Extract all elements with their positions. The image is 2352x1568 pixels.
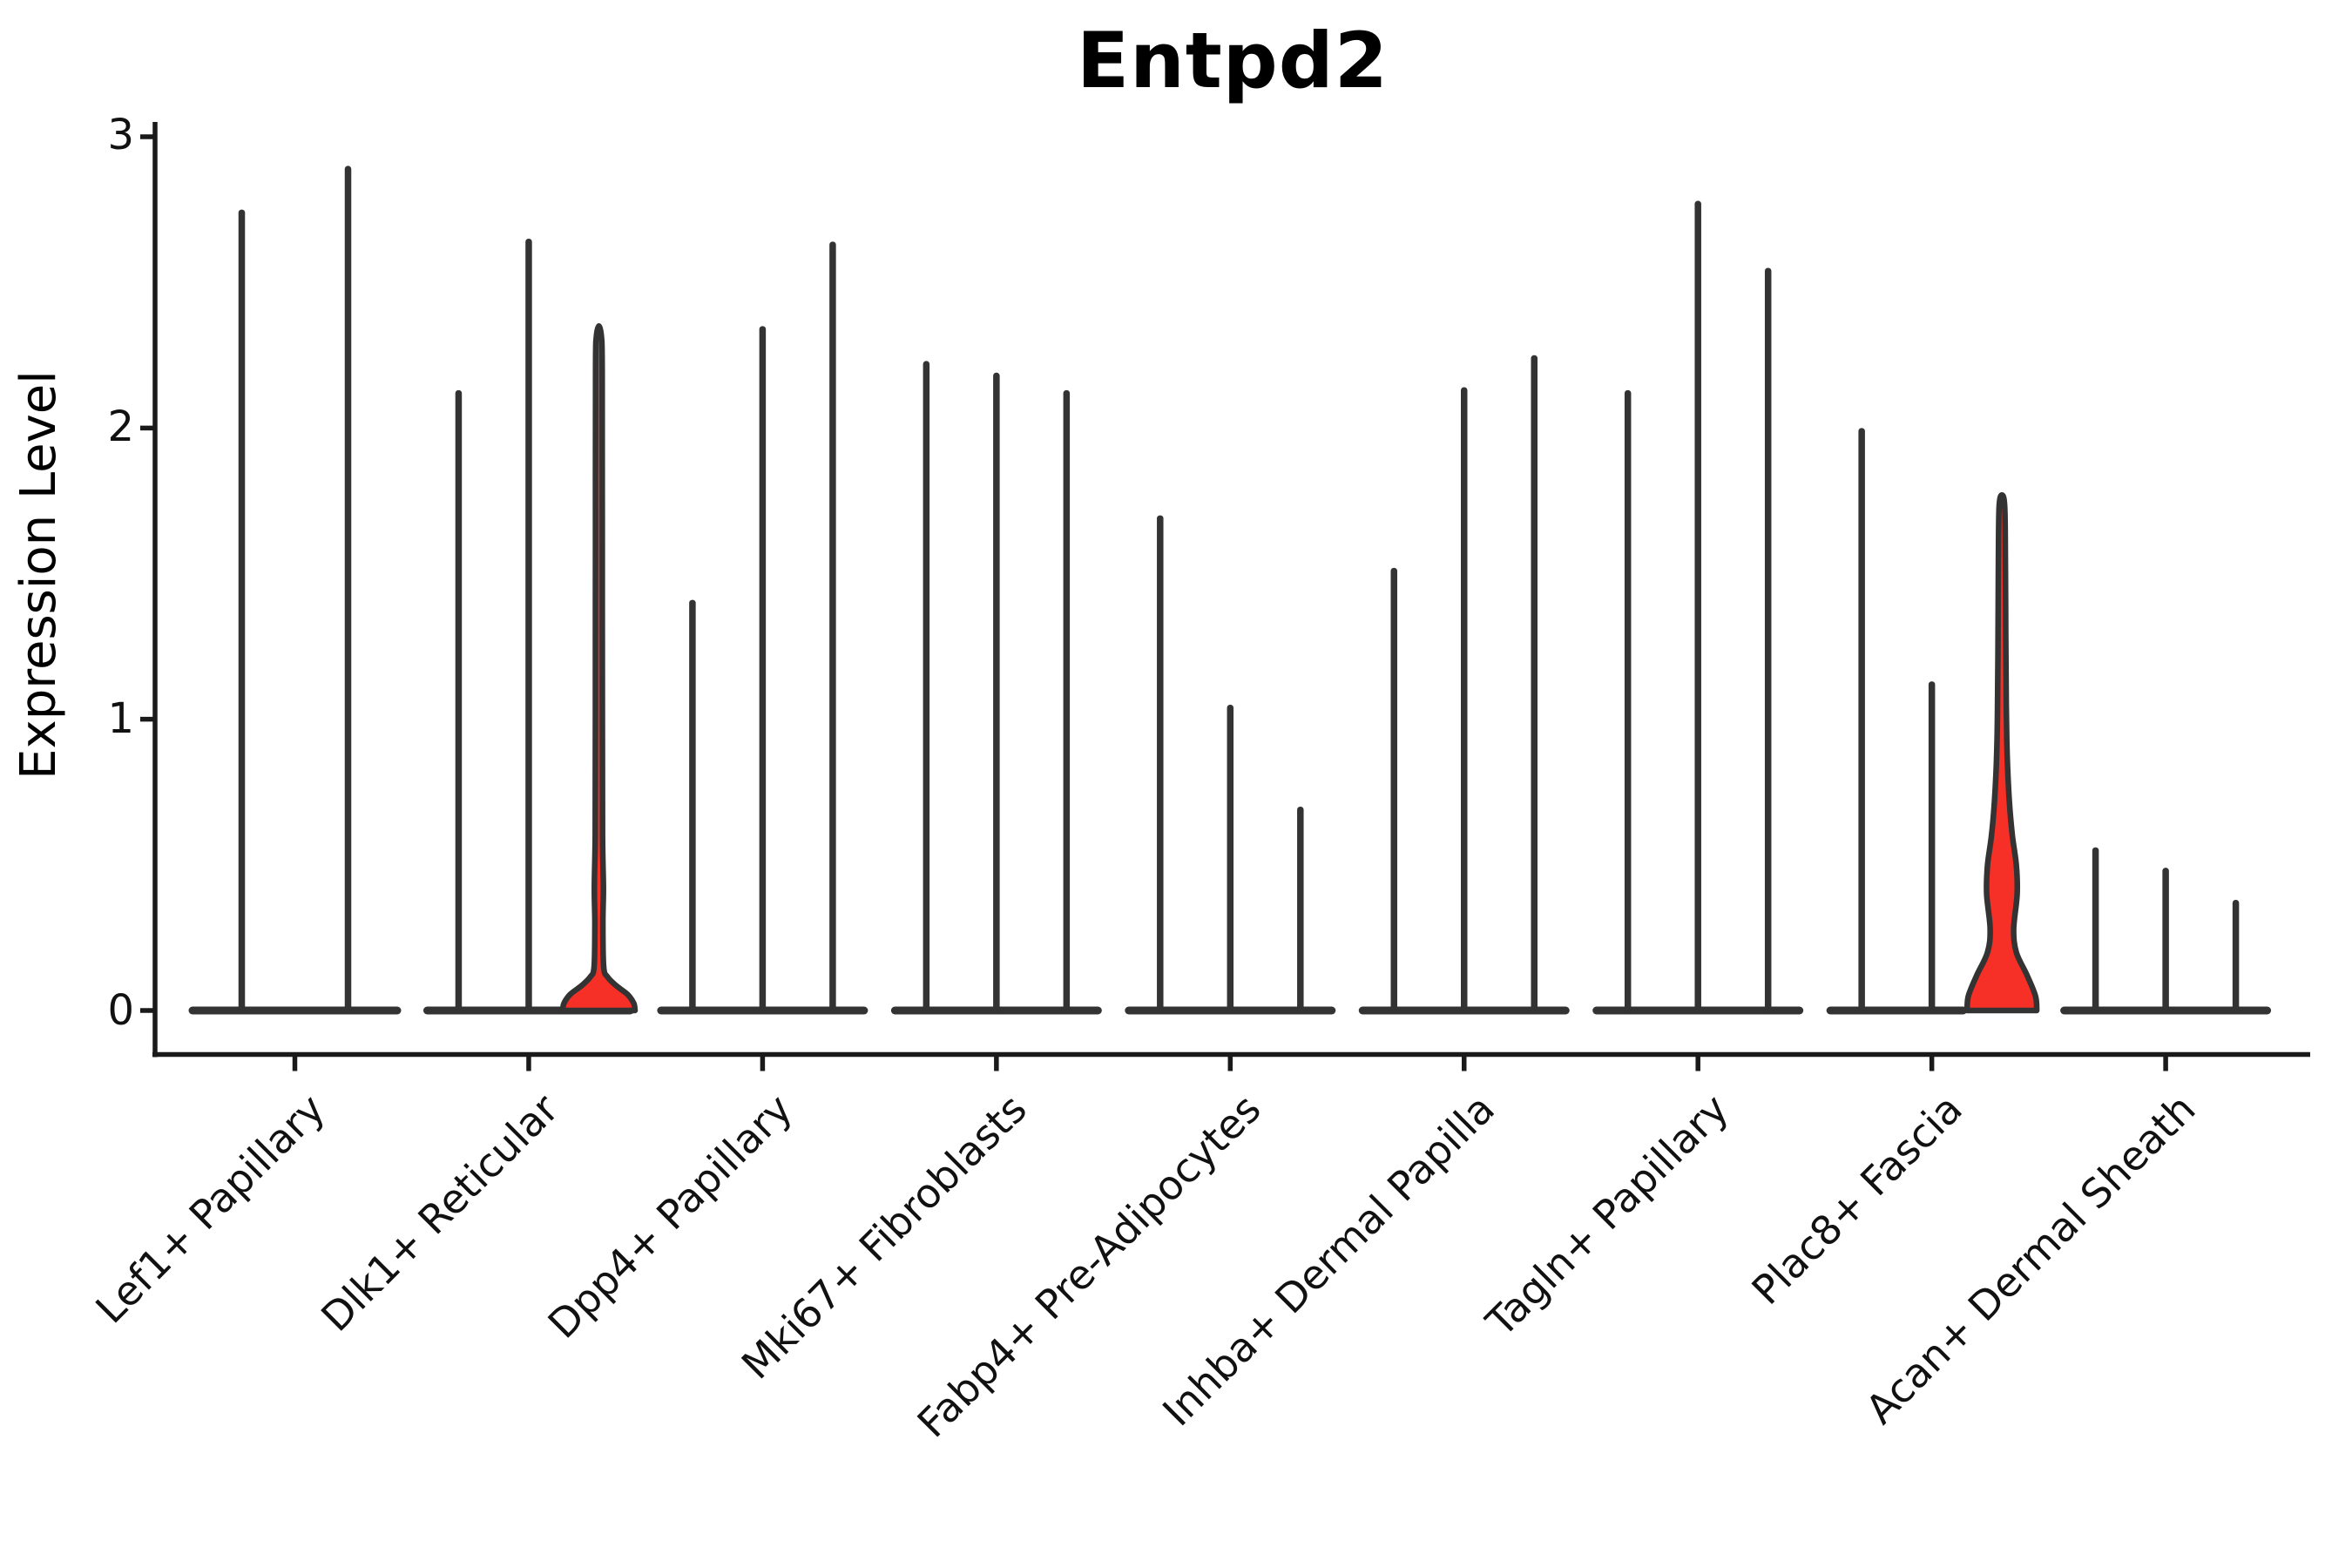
violin-spike-4-2 (1297, 806, 1304, 1013)
violin-spike-0-1 (344, 166, 352, 1013)
highlighted-violin-1-2 (559, 323, 639, 1014)
violin-spike-4-0 (1157, 515, 1164, 1013)
y-tick-label-1: 1 (107, 694, 134, 743)
violin-spike-2-0 (689, 599, 696, 1013)
y-tick-label-0: 0 (107, 986, 134, 1035)
violin-spike-1-1 (525, 239, 532, 1013)
violin-spike-8-1 (2162, 868, 2169, 1013)
violin-baseline-group-7 (1826, 1006, 1968, 1015)
violin-spike-2-2 (829, 241, 836, 1014)
violin-spike-5-1 (1461, 387, 1468, 1014)
violin-spike-6-1 (1694, 200, 1701, 1013)
violin-spike-3-0 (923, 361, 930, 1014)
highlighted-violin-7-2 (1963, 491, 2040, 1014)
violin-spike-3-1 (993, 372, 1000, 1013)
y-tick-label-2: 2 (107, 402, 134, 451)
violin-spike-0-0 (238, 209, 246, 1014)
violin-baseline-group-0 (188, 1006, 402, 1015)
violin-spike-1-0 (455, 389, 463, 1013)
y-axis-label: Expression Level (10, 370, 67, 780)
violin-spike-6-0 (1624, 389, 1632, 1013)
violin-spike-8-2 (2232, 899, 2240, 1013)
violin-spike-6-2 (1764, 267, 1772, 1014)
violin-spike-5-0 (1390, 567, 1397, 1013)
violin-spike-7-1 (1928, 681, 1936, 1013)
chart-title: Entpd2 (1076, 16, 1389, 105)
violin-spike-7-0 (1858, 428, 1865, 1014)
violin-spike-2-1 (759, 326, 767, 1013)
violin-spike-8-0 (2092, 847, 2099, 1013)
violin-spike-3-2 (1063, 389, 1071, 1013)
violin-spike-4-1 (1227, 704, 1234, 1013)
violin-spike-5-2 (1531, 355, 1538, 1014)
y-tick-label-3: 3 (107, 111, 134, 159)
